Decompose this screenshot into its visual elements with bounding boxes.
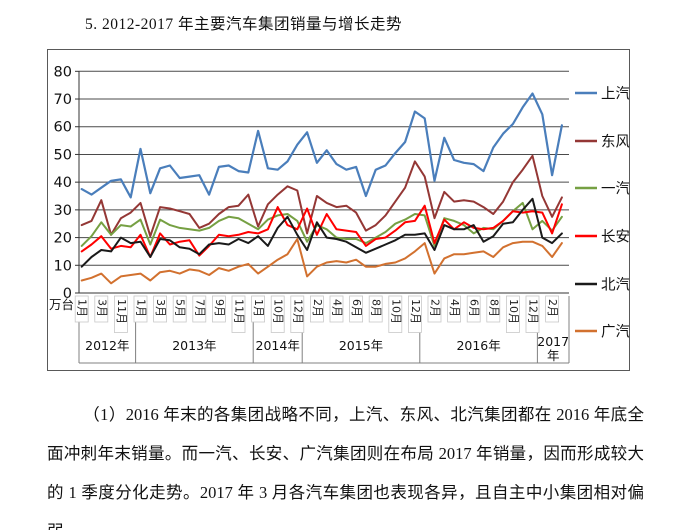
x-tick-label: 12月 [291,299,304,324]
x-tick-label: 8月 [370,299,383,317]
y-axis: 0 10 20 30 40 50 60 70 80 万台 [49,64,80,312]
y-tick-label: 80 [54,64,72,80]
year-label: 2014年 [256,338,300,353]
x-tick-label: 2月 [546,299,559,317]
y-tick-label: 0 [63,286,72,302]
caption-paragraph: （1）2016 年末的各集团战略不同，上汽、东风、北汽集团都在 2016 年底全… [47,404,644,530]
legend-label: 广汽 [601,324,629,341]
x-tick-label: 11月 [233,299,246,324]
x-tick-label: 11月 [115,299,128,324]
legend-item-一汽: 一汽 [575,181,629,198]
x-tick-label: 1月 [76,299,89,317]
legend-item-北汽: 北汽 [575,277,629,294]
y-tick-label: 40 [54,175,72,191]
series-line-东风 [80,154,563,238]
sales-trend-chart: 0 10 20 30 40 50 60 70 80 万台 2012年 2013年 2014年 2015年 2… [47,49,630,371]
x-tick-label: 6月 [468,299,481,317]
legend-item-长安: 长安 [575,229,629,246]
x-tick-label: 10月 [272,299,285,324]
y-tick-label: 50 [54,147,72,163]
legend-item-上汽: 上汽 [575,86,629,103]
y-axis-title: 万台 [49,297,74,312]
x-tick-label: 10月 [389,299,402,324]
legend-label: 一汽 [601,181,629,198]
x-tick-label: 3月 [154,299,167,317]
y-tick-label: 60 [54,120,72,136]
x-tick-label: 1月 [252,299,265,317]
x-tick-label: 3月 [95,299,108,317]
legend-label: 上汽 [601,86,629,103]
figure-title: 5. 2012-2017 年主要汽车集团销量与增长走势 [85,16,403,33]
x-tick-label: 7月 [193,299,206,317]
legend-label: 长安 [601,229,629,246]
y-tick-label: 30 [54,203,72,219]
x-tick-label: 8月 [487,299,500,317]
series-line-广汽 [80,238,563,285]
year-label: 2016年 [456,338,500,353]
y-tick-label: 70 [54,92,72,108]
x-tick-label: 9月 [213,299,226,317]
year-label: 2017 年 [537,334,569,363]
year-label: 2012年 [85,338,129,353]
x-tick-label: 2月 [429,299,442,317]
x-tick-label: 4月 [331,299,344,317]
x-tick-label: 6月 [350,299,363,317]
year-label: 2013年 [172,338,216,353]
x-tick-label: 2月 [311,299,324,317]
x-tick-label: 10月 [507,299,520,324]
y-tick-label: 20 [54,231,72,247]
y-tick-label: 10 [54,258,72,274]
year-label: 2015年 [339,338,383,353]
legend-item-东风: 东风 [575,134,629,151]
x-tick-label: 4月 [448,299,461,317]
x-tick-label: 5月 [174,299,187,317]
series-line-上汽 [80,92,564,199]
gridlines [79,70,569,294]
legend-label: 北汽 [601,277,629,294]
chart-canvas: 0 10 20 30 40 50 60 70 80 万台 2012年 2013年 2014年 2015年 2… [49,64,629,364]
legend-label: 东风 [601,134,629,151]
x-tick-label: 1月 [135,299,148,317]
x-tick-label: 12月 [409,299,422,324]
x-tick-label: 12月 [527,299,540,324]
x-tick-labels: 1月 3月 11月 1月 3月 5月 7月 9月 11月 1月 10月 12月 2月 4月 6月 8月 10月 1… [74,295,559,333]
legend-item-广汽: 广汽 [575,324,629,341]
series-line-北汽 [80,197,563,268]
series-line-长安 [80,203,563,258]
